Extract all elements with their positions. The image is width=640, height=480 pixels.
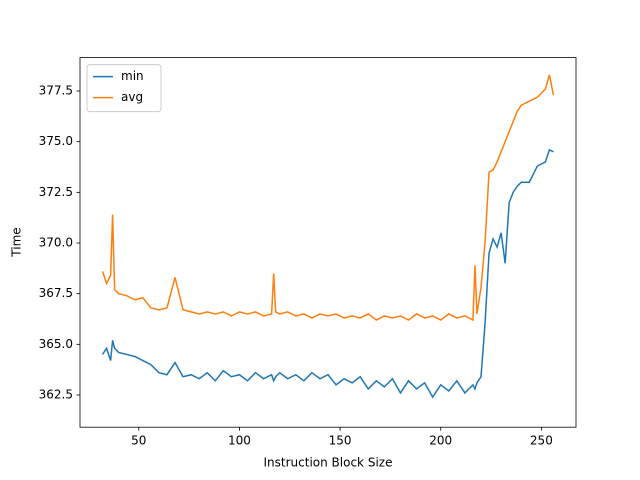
x-axis-label: Instruction Block Size <box>264 456 393 470</box>
y-tick-label: 362.5 <box>39 387 73 401</box>
x-tick-label: 150 <box>329 434 352 448</box>
legend-label: min <box>121 69 144 83</box>
y-tick-label: 370.0 <box>39 236 73 250</box>
y-axis-label: Time <box>10 227 24 257</box>
x-tick-label: 50 <box>131 434 146 448</box>
x-tick-label: 200 <box>429 434 452 448</box>
plot-frame <box>79 57 577 428</box>
y-tick-label: 377.5 <box>39 84 73 98</box>
x-tick-label: 250 <box>530 434 553 448</box>
legend-label: avg <box>121 90 143 104</box>
x-tick-label: 100 <box>228 434 251 448</box>
y-tick-label: 365.0 <box>39 337 73 351</box>
line-series <box>101 148 554 399</box>
y-tick-label: 372.5 <box>39 185 73 199</box>
line-series <box>101 74 555 322</box>
y-tick-label: 367.5 <box>39 286 73 300</box>
y-tick-label: 375.0 <box>39 134 73 148</box>
